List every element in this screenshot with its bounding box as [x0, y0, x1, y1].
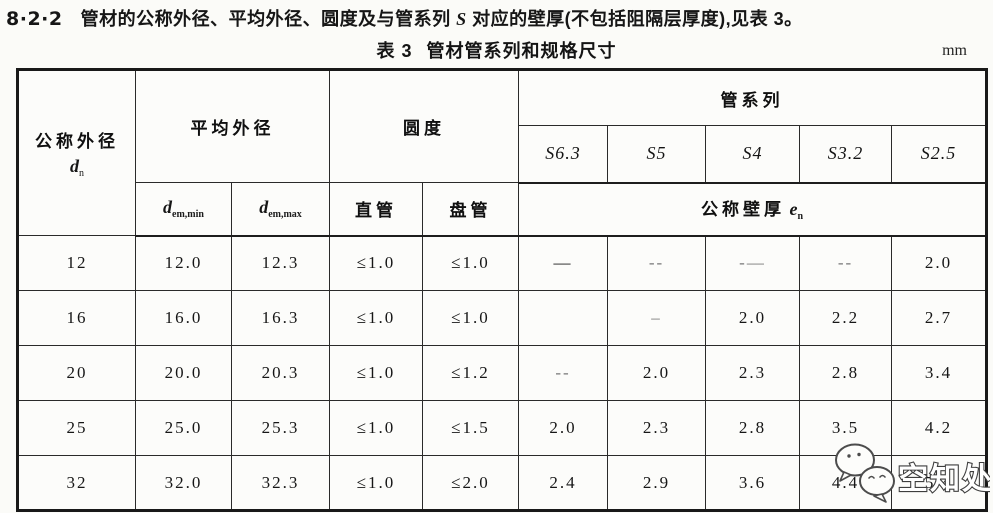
col-header-s2-5: S2.5 — [891, 125, 987, 184]
table-row: 12 12.0 12.3 ≤1.0 ≤1.0 — -- -— -- 2.0 — [17, 235, 987, 291]
cell-s3-2: 2.2 — [799, 290, 892, 346]
col-header-straight-pipe: 直管 — [329, 182, 423, 237]
cell-s5: 2.0 — [607, 345, 706, 401]
cell-roundness-coil: ≤2.0 — [422, 455, 519, 511]
pipe-series-spec-table: 公称外径 dn 平均外径 圆度 管系列 S6.3 S5 S4 S3.2 S2.5… — [16, 68, 988, 512]
col-header-s5: S5 — [607, 125, 706, 184]
cell-s4: 3.6 — [705, 455, 800, 511]
clause-number: 8·2·2 — [6, 8, 63, 30]
cell-s3-2: 3.5 — [799, 400, 892, 456]
cell-s5: – — [607, 290, 706, 346]
cell-dem-max: 16.3 — [231, 290, 330, 346]
cell-s4: 2.8 — [705, 400, 800, 456]
cell-s3-2: 4.4 — [799, 455, 892, 511]
cell-s4: -— — [705, 235, 800, 291]
cell-dn: 20 — [17, 345, 136, 401]
col-header-dem-min: dem,min — [135, 182, 232, 237]
unit-label: mm — [942, 42, 967, 59]
nominal-od-symbol: dn — [70, 155, 84, 180]
clause-text-post: 对应的壁厚(不包括阻隔层厚度),见表 3。 — [466, 9, 803, 29]
cell-s5: -- — [607, 235, 706, 291]
cell-roundness-straight: ≤1.0 — [329, 345, 423, 401]
cell-roundness-coil: ≤1.2 — [422, 345, 519, 401]
cell-s4: 2.0 — [705, 290, 800, 346]
cell-s6-3: 2.4 — [518, 455, 608, 511]
cell-roundness-coil: ≤1.0 — [422, 235, 519, 291]
col-header-s4: S4 — [705, 125, 800, 184]
cell-roundness-straight: ≤1.0 — [329, 455, 423, 511]
cell-roundness-straight: ≤1.0 — [329, 290, 423, 346]
clause-text-pre: 管材的公称外径、平均外径、圆度及与管系列 — [80, 9, 457, 29]
table-number: 表 3 — [376, 41, 413, 61]
col-header-dem-max: dem,max — [231, 182, 330, 237]
cell-roundness-coil: ≤1.5 — [422, 400, 519, 456]
cell-s6-3 — [518, 290, 608, 346]
col-header-pipe-series: 管系列 — [518, 69, 987, 126]
cell-dem-max: 32.3 — [231, 455, 330, 511]
cell-dem-min: 20.0 — [135, 345, 232, 401]
table-row: 16 16.0 16.3 ≤1.0 ≤1.0 – 2.0 2.2 2.7 — [17, 290, 987, 346]
cell-dem-min: 25.0 — [135, 400, 232, 456]
table-row: 32 32.0 32.3 ≤1.0 ≤2.0 2.4 2.9 3.6 4.4 5… — [17, 455, 987, 511]
cell-dem-min: 16.0 — [135, 290, 232, 346]
cell-dem-max: 25.3 — [231, 400, 330, 456]
col-header-mean-od: 平均外径 — [135, 69, 330, 183]
table-row: 20 20.0 20.3 ≤1.0 ≤1.2 -- 2.0 2.3 2.8 3.… — [17, 345, 987, 401]
cell-dem-max: 20.3 — [231, 345, 330, 401]
table-row: 25 25.0 25.3 ≤1.0 ≤1.5 2.0 2.3 2.8 3.5 4… — [17, 400, 987, 456]
cell-s2-5: 4.2 — [891, 400, 987, 456]
col-header-nominal-wall-thickness: 公称壁厚 en — [518, 182, 987, 237]
clause-line: 8·2·2 管材的公称外径、平均外径、圆度及与管系列 S 对应的壁厚(不包括阻隔层… — [6, 5, 988, 31]
cell-roundness-straight: ≤1.0 — [329, 235, 423, 291]
col-header-nominal-od: 公称外径 dn — [17, 69, 136, 236]
cell-dn: 25 — [17, 400, 136, 456]
cell-roundness-coil: ≤1.0 — [422, 290, 519, 346]
col-header-coiled-pipe: 盘管 — [422, 182, 519, 237]
cell-s2-5: 5.4 — [891, 455, 987, 511]
cell-s2-5: 2.0 — [891, 235, 987, 291]
cell-s2-5: 2.7 — [891, 290, 987, 346]
cell-dn: 16 — [17, 290, 136, 346]
cell-roundness-straight: ≤1.0 — [329, 400, 423, 456]
col-header-s6-3: S6.3 — [518, 125, 608, 184]
cell-s6-3: 2.0 — [518, 400, 608, 456]
cell-s3-2: 2.8 — [799, 345, 892, 401]
cell-dem-min: 32.0 — [135, 455, 232, 511]
cell-s4: 2.3 — [705, 345, 800, 401]
col-header-roundness: 圆度 — [329, 69, 519, 183]
cell-s5: 2.3 — [607, 400, 706, 456]
cell-dn: 32 — [17, 455, 136, 511]
cell-s6-3: -- — [518, 345, 608, 401]
table-title: 管材管系列和规格尺寸 — [426, 41, 617, 61]
cell-dn: 12 — [17, 235, 136, 291]
cell-s5: 2.9 — [607, 455, 706, 511]
cell-dem-max: 12.3 — [231, 235, 330, 291]
cell-s3-2: -- — [799, 235, 892, 291]
cell-dem-min: 12.0 — [135, 235, 232, 291]
cell-s6-3: — — [518, 235, 608, 291]
col-header-s3-2: S3.2 — [799, 125, 892, 184]
table-caption: 表 3 管材管系列和规格尺寸 — [0, 37, 993, 63]
cell-s2-5: 3.4 — [891, 345, 987, 401]
nominal-od-label: 公称外径 — [35, 131, 119, 151]
series-symbol-s: S — [456, 9, 467, 29]
